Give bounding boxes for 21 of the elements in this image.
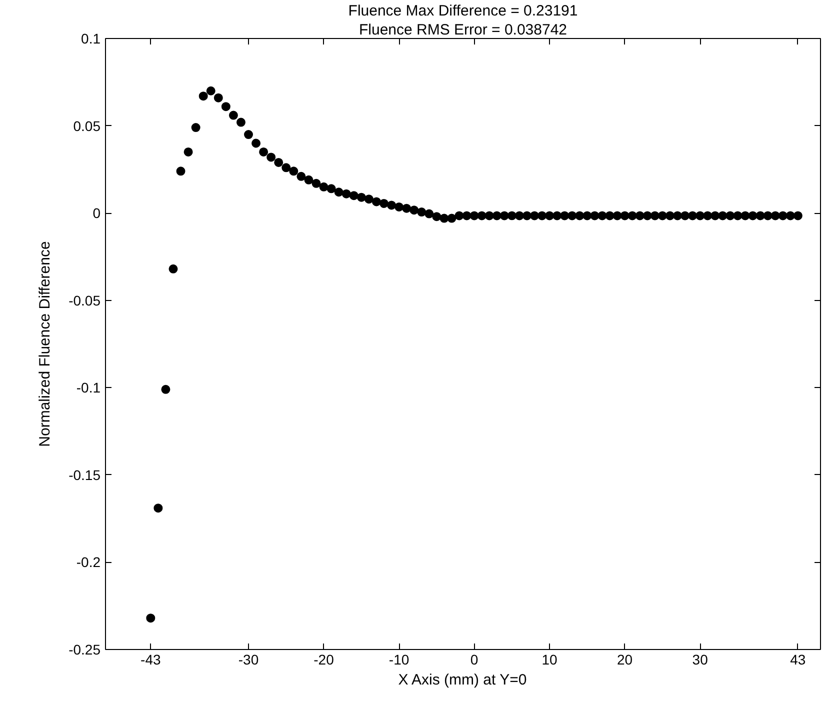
- x-tick-label: 10: [542, 652, 558, 668]
- y-tick-label: -0.05: [68, 292, 101, 308]
- x-tick-label: 30: [692, 652, 708, 668]
- x-tick-label: -20: [314, 652, 334, 668]
- y-tick-label: -0.25: [68, 642, 101, 658]
- chart-subtitle: Fluence RMS Error = 0.038742: [358, 22, 568, 38]
- y-tick-label: -0.15: [68, 466, 101, 483]
- x-tick-label: 20: [617, 652, 633, 668]
- y-axis-title: Normalized Fluence Difference: [36, 241, 54, 447]
- y-tick-label: -0.2: [76, 554, 101, 570]
- x-tick-label: -43: [140, 652, 161, 668]
- chart-title: Fluence Max Difference = 0.23191: [348, 2, 578, 20]
- y-tick-label: 0: [92, 205, 101, 222]
- x-tick-label: 0: [470, 652, 478, 668]
- y-tick-label: -0.1: [76, 380, 101, 396]
- x-tick-label: -30: [238, 652, 259, 668]
- y-tick-label: 0.05: [73, 118, 101, 134]
- x-tick-label: 43: [790, 652, 806, 668]
- y-tick-label: 0.1: [81, 30, 101, 46]
- x-tick-label: -10: [388, 652, 410, 668]
- x-axis-title: X Axis (mm) at Y=0: [398, 672, 527, 688]
